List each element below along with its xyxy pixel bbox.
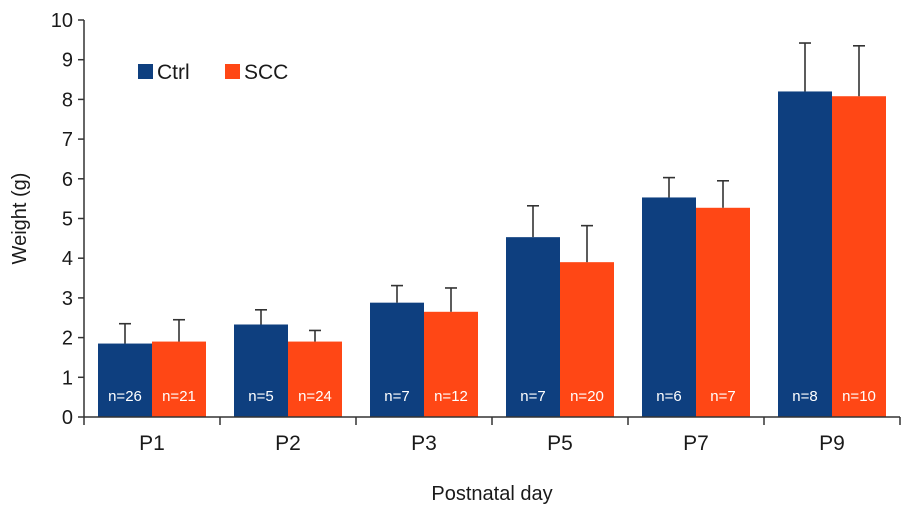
bar-ctrl-p3 <box>370 302 424 417</box>
x-axis-title: Postnatal day <box>431 483 552 505</box>
x-category-label: P5 <box>547 432 573 455</box>
bar-ctrl-p5 <box>506 237 560 417</box>
y-tick-label: 1 <box>62 367 73 389</box>
legend-label-scc: SCC <box>244 61 288 84</box>
legend: Ctrl SCC <box>138 61 288 84</box>
sample-size-label: n=21 <box>162 388 196 405</box>
x-category-label: P9 <box>819 432 845 455</box>
bar-scc-p5 <box>560 262 614 417</box>
y-tick-label: 8 <box>62 89 73 111</box>
x-category-label: P2 <box>275 432 301 455</box>
y-tick-label: 6 <box>62 169 73 191</box>
y-tick-label: 10 <box>51 10 73 32</box>
bars <box>98 91 886 418</box>
y-tick-label: 3 <box>62 288 73 310</box>
bar-ctrl-p2 <box>234 324 288 417</box>
bar-scc-p1 <box>152 341 206 417</box>
y-axis-ticks: 0 1 2 3 4 5 6 7 8 9 10 <box>51 10 84 429</box>
sample-size-labels: n=26 n=21 n=5 n=24 n=7 n=12 n=7 n=20 n=6 n=7 n=8 n=… <box>108 388 876 405</box>
y-tick-label: 7 <box>62 129 73 151</box>
error-bars <box>119 42 865 344</box>
x-category-label: P7 <box>683 432 709 455</box>
bar-scc-p3 <box>424 311 478 417</box>
sample-size-label: n=12 <box>434 388 468 405</box>
sample-size-label: n=7 <box>520 388 545 405</box>
y-axis-title: Weight (g) <box>9 173 31 265</box>
sample-size-label: n=8 <box>792 388 817 405</box>
sample-size-label: n=24 <box>298 388 332 405</box>
y-tick-label: 0 <box>62 407 73 429</box>
sample-size-label: n=6 <box>656 388 681 405</box>
y-tick-label: 9 <box>62 50 73 72</box>
bar-ctrl-p7 <box>642 197 696 417</box>
sample-size-label: n=20 <box>570 388 604 405</box>
sample-size-label: n=10 <box>842 388 876 405</box>
x-axis-categories: P1 P2 P3 P5 P7 P9 <box>83 417 901 455</box>
y-tick-label: 4 <box>62 248 73 270</box>
sample-size-label: n=5 <box>248 388 273 405</box>
legend-swatch-scc <box>225 64 240 79</box>
sample-size-label: n=7 <box>710 388 735 405</box>
legend-swatch-ctrl <box>138 64 153 79</box>
bar-scc-p2 <box>288 341 342 417</box>
sample-size-label: n=7 <box>384 388 409 405</box>
bar-ctrl-p1 <box>98 343 152 417</box>
sample-size-label: n=26 <box>108 388 142 405</box>
bar-ctrl-p9 <box>778 91 832 418</box>
x-category-label: P3 <box>411 432 437 455</box>
legend-label-ctrl: Ctrl <box>157 61 190 84</box>
axes <box>83 20 900 418</box>
x-category-label: P1 <box>139 432 165 455</box>
y-tick-label: 2 <box>62 328 73 350</box>
bar-scc-p9 <box>832 96 886 417</box>
y-tick-label: 5 <box>62 209 73 231</box>
bar-scc-p7 <box>696 207 750 417</box>
